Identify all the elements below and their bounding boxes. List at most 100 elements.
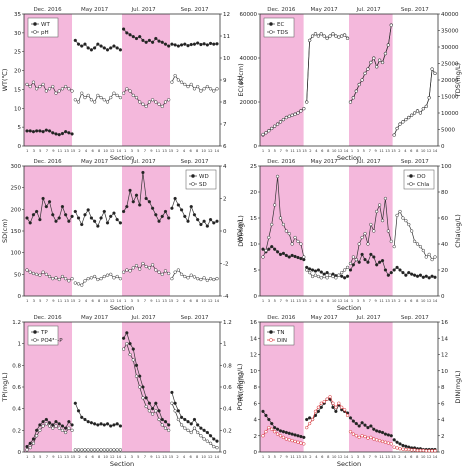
data-point <box>173 270 177 274</box>
data-point <box>407 115 411 120</box>
data-point <box>389 23 393 27</box>
data-point <box>261 409 265 414</box>
y2-tick-label: 12 <box>223 12 230 18</box>
y2-tick-label: 1 <box>223 342 227 348</box>
data-point <box>357 242 361 246</box>
data-point <box>41 130 45 134</box>
data-point <box>418 111 423 115</box>
y-tick-label: 0 <box>254 450 258 456</box>
x-tick-label: 11 <box>58 455 63 459</box>
data-point <box>70 89 74 93</box>
data-point <box>392 133 396 137</box>
data-point <box>121 27 126 31</box>
data-point <box>398 209 402 214</box>
season-label: Jul. 2017 <box>130 7 156 13</box>
x-tick-label: 3 <box>357 299 359 303</box>
y2-tick-label: 14 <box>441 336 448 342</box>
x-tick-label: 12 <box>338 299 343 303</box>
data-point <box>328 34 332 38</box>
data-point <box>401 216 405 220</box>
data-point <box>44 128 48 132</box>
data-point <box>54 219 58 223</box>
data-point <box>44 417 48 422</box>
x-tick-label: 11 <box>379 299 384 303</box>
data-point <box>284 430 288 435</box>
y2-tick-label: 2 <box>223 197 227 203</box>
x-tick-label: 5 <box>137 149 139 153</box>
x-tick-label: 5 <box>363 455 365 459</box>
data-point <box>363 423 367 427</box>
data-point <box>215 87 219 91</box>
data-point <box>112 423 116 427</box>
data-point <box>375 209 379 214</box>
data-point <box>115 274 119 279</box>
data-point <box>273 430 277 434</box>
data-point <box>31 213 36 217</box>
data-point <box>215 446 219 450</box>
x-tick-label: 8 <box>416 455 419 459</box>
data-point <box>31 80 36 84</box>
data-point <box>202 219 206 223</box>
x-tick-label: 15 <box>302 299 307 303</box>
data-point <box>363 71 367 76</box>
data-point <box>47 274 52 279</box>
y2-tick-label: 20000 <box>441 78 459 84</box>
season-label: May 2017 <box>81 159 109 165</box>
data-point <box>424 255 428 259</box>
data-point <box>404 117 408 122</box>
data-point <box>118 221 123 225</box>
data-point <box>38 423 42 427</box>
data-point <box>410 113 414 117</box>
data-point <box>199 222 203 227</box>
data-point <box>307 421 312 426</box>
data-point <box>173 401 177 405</box>
data-point <box>281 430 286 434</box>
data-point <box>176 409 181 413</box>
data-point <box>99 216 103 220</box>
x-tick-label: 14 <box>214 455 219 459</box>
data-point <box>328 273 332 277</box>
data-point <box>54 276 58 280</box>
data-point <box>170 80 174 84</box>
data-point <box>401 120 405 124</box>
data-point <box>363 231 367 236</box>
data-point <box>192 42 197 46</box>
x-tick-label: 4 <box>404 455 407 459</box>
x-tick-label: 11 <box>156 455 161 459</box>
x-tick-label: 3 <box>268 299 270 303</box>
data-point <box>199 42 203 47</box>
data-point <box>141 38 145 43</box>
data-point <box>70 214 74 219</box>
data-point <box>281 251 286 256</box>
data-point <box>160 104 164 109</box>
x-tick-label: 7 <box>369 455 371 459</box>
data-point <box>38 273 42 277</box>
x-tick-label: 15 <box>391 149 396 153</box>
x-tick-label: 4 <box>404 149 407 153</box>
data-point <box>99 95 103 100</box>
data-point <box>160 272 164 276</box>
data-point <box>395 440 399 444</box>
x-tick-label: 11 <box>156 299 161 303</box>
data-point <box>377 430 382 434</box>
data-point <box>342 408 347 412</box>
data-point <box>307 267 312 271</box>
x-tick-label: 12 <box>110 299 115 303</box>
data-point <box>147 200 152 204</box>
x-tick-label: 2 <box>78 149 80 153</box>
data-point <box>128 89 132 93</box>
data-point <box>176 417 181 422</box>
data-point <box>112 448 116 452</box>
y2-tick-label: 40 <box>441 242 448 248</box>
data-point <box>160 214 164 219</box>
data-point <box>369 60 373 65</box>
x-tick-label: 11 <box>379 149 384 153</box>
data-point <box>215 277 219 281</box>
x-tick-label: 3 <box>131 455 133 459</box>
x-tick-label: 9 <box>375 455 378 459</box>
data-point <box>167 44 171 48</box>
y-tick-label: 8 <box>254 385 258 391</box>
data-point <box>389 442 393 446</box>
data-point <box>189 42 193 47</box>
x-tick-label: 10 <box>103 299 108 303</box>
